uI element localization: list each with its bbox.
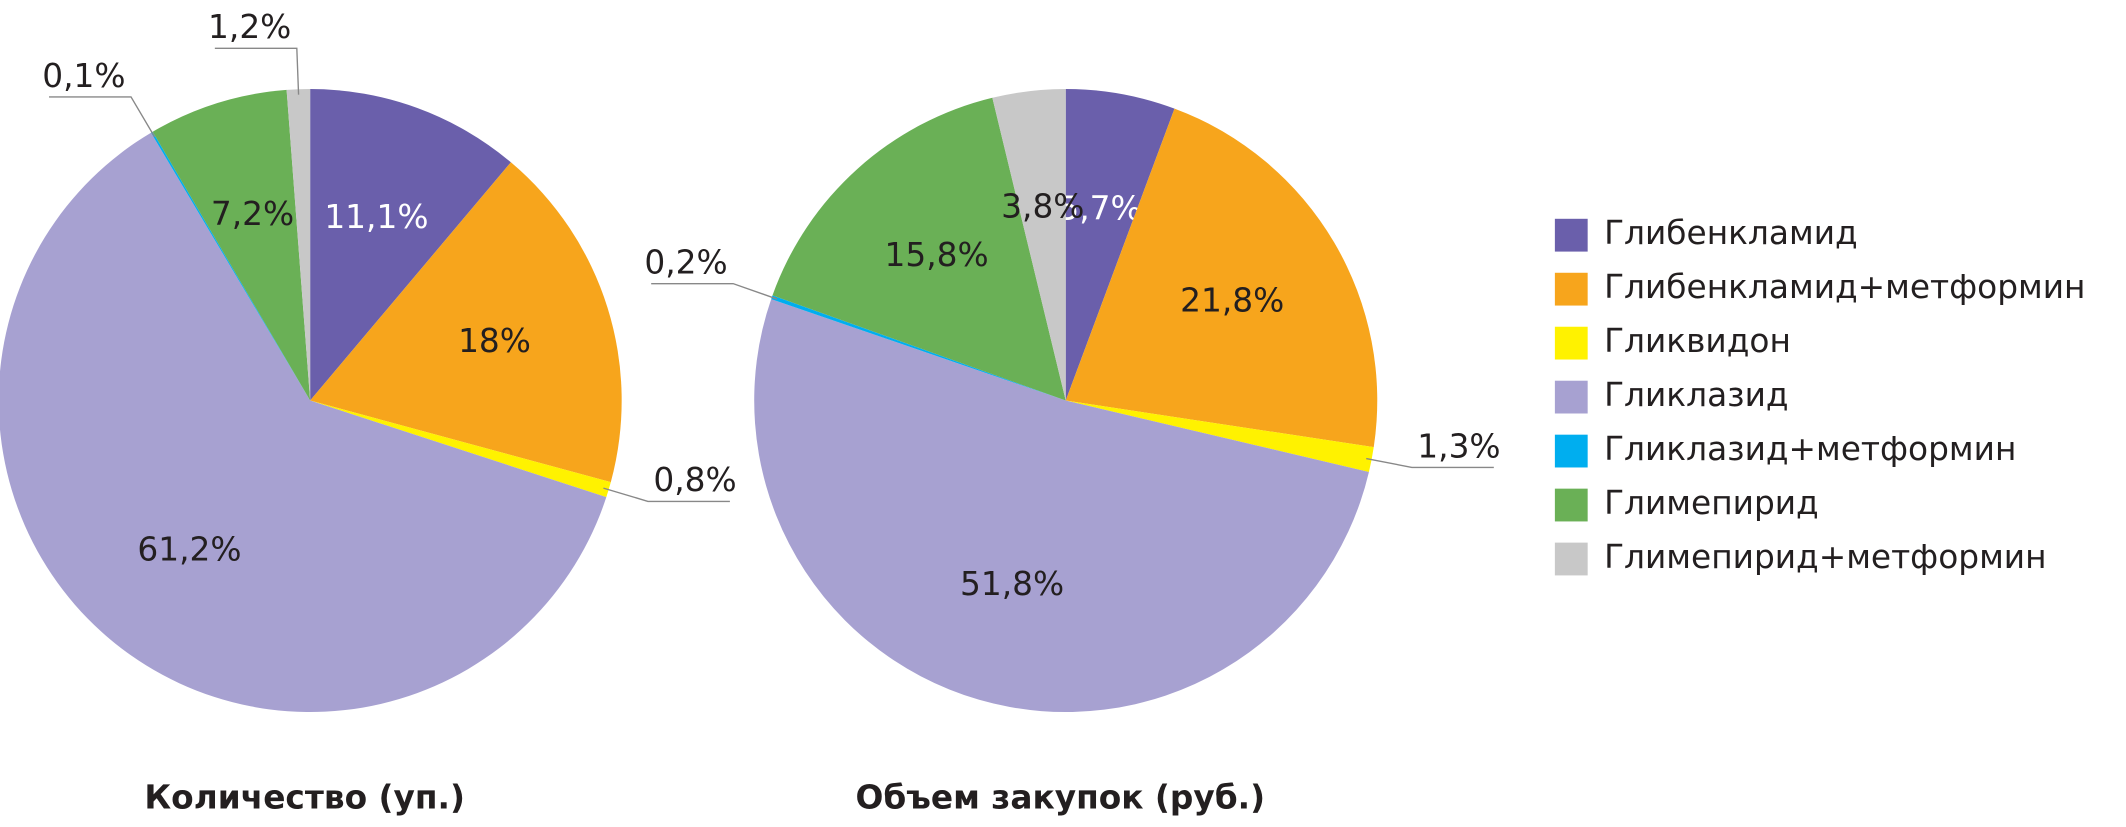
legend-swatch — [1554, 542, 1588, 576]
legend-swatch — [1554, 434, 1588, 468]
data-label: 1,3% — [1417, 427, 1500, 465]
pie-slice — [992, 88, 1066, 401]
leader-line — [214, 47, 300, 95]
pie-slice — [772, 97, 1066, 401]
data-label: 11,1% — [324, 198, 428, 236]
legend-label: Глибенкламид+метформин — [1604, 268, 2085, 306]
data-label: 21,8% — [1180, 282, 1284, 320]
legend-swatch — [1554, 218, 1588, 252]
pie-slice — [310, 162, 622, 483]
pie-slice — [1065, 400, 1374, 473]
chart-title: Количество (уп.) — [144, 778, 465, 816]
data-label: 1,2% — [208, 8, 291, 46]
data-label: 0,1% — [42, 57, 125, 95]
pie-slice — [310, 88, 511, 401]
pie-slice — [1065, 88, 1175, 401]
legend-label: Глимепирид+метформин — [1604, 538, 2046, 576]
pie-slice — [151, 131, 311, 401]
legend-label: Гликлазид — [1604, 376, 1789, 414]
pie-slice — [286, 88, 311, 401]
data-label: 61,2% — [137, 530, 241, 568]
leader-line — [603, 487, 730, 503]
data-label: 3,8% — [1001, 188, 1084, 226]
legend-swatch — [1554, 380, 1588, 414]
data-label: 7,2% — [211, 195, 294, 233]
pie-slice — [771, 295, 1066, 401]
legend-swatch — [1554, 272, 1588, 306]
data-label: 5,7% — [1058, 189, 1141, 227]
data-label: 0,8% — [653, 461, 736, 499]
data-label: 51,8% — [960, 565, 1064, 603]
data-label: 0,2% — [644, 244, 727, 282]
legend-label: Гликлазид+метформин — [1604, 430, 2016, 468]
data-label: 15,8% — [885, 236, 989, 274]
pie-slice — [152, 89, 311, 401]
legend-label: Глибенкламид — [1604, 214, 1858, 252]
legend-label: Глимепирид — [1604, 484, 1819, 522]
pie-slice — [0, 132, 607, 713]
legend-swatch — [1554, 488, 1588, 522]
pie-slice — [310, 400, 611, 498]
leader-line — [651, 282, 778, 300]
leader-line — [49, 96, 156, 138]
data-label: 18% — [458, 322, 531, 360]
legend-label: Гликвидон — [1604, 322, 1791, 360]
pie-slice — [754, 299, 1369, 713]
pie-slice — [1065, 108, 1378, 448]
leader-line — [1366, 457, 1494, 469]
chart-title: Объем закупок (руб.) — [855, 778, 1265, 816]
legend-swatch — [1554, 326, 1588, 360]
